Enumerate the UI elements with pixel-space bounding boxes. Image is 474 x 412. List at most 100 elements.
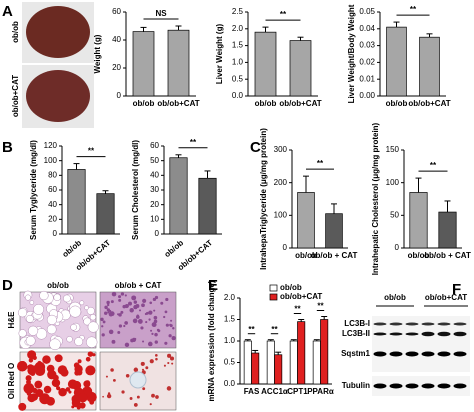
- cell: [154, 340, 158, 344]
- column-label: ob/ob: [47, 281, 69, 290]
- panel-label: F: [452, 281, 461, 298]
- cell: [120, 310, 124, 314]
- x-tick-label: ob/ob: [133, 99, 155, 108]
- bar: [198, 177, 217, 235]
- x-tick-label: ob/ob: [386, 99, 408, 108]
- cell: [151, 322, 157, 328]
- cell: [151, 332, 154, 335]
- liver: [26, 70, 90, 122]
- lipid: [46, 396, 55, 406]
- cell: [18, 329, 27, 338]
- cell: [117, 313, 120, 316]
- cell: [163, 315, 166, 319]
- significance: **: [88, 147, 95, 156]
- y-tick-label: 60: [112, 7, 121, 16]
- lipid: [18, 402, 27, 411]
- vessel: [129, 371, 147, 389]
- cell: [83, 317, 92, 326]
- y-tick-label: 20: [48, 214, 57, 223]
- cell: [33, 304, 44, 315]
- cell: [130, 338, 134, 343]
- band: [437, 383, 451, 389]
- x-tick-label: PPARα: [307, 387, 334, 396]
- cell: [154, 332, 158, 337]
- lipid: [155, 354, 158, 357]
- bar: [243, 340, 252, 385]
- cell: [152, 297, 157, 302]
- band: [421, 331, 435, 337]
- he-image: [99, 291, 177, 349]
- cell: [108, 309, 112, 313]
- blot: [372, 376, 470, 396]
- lipid: [78, 392, 88, 403]
- band: [405, 332, 419, 336]
- cell: [66, 336, 73, 343]
- lipid: [85, 356, 91, 362]
- cell: [124, 342, 130, 348]
- y-tick-label: 200: [274, 178, 288, 187]
- cell: [145, 311, 149, 315]
- cell: [133, 337, 137, 341]
- lipid: [65, 387, 71, 392]
- lipid: [105, 375, 108, 378]
- cell: [46, 314, 57, 325]
- cell: [153, 309, 156, 312]
- y-tick-label: 150: [386, 145, 400, 154]
- lipid: [112, 378, 116, 382]
- y-tick-label: 2.0: [224, 293, 236, 302]
- cell: [142, 340, 145, 343]
- cell: [129, 308, 134, 313]
- bar: [96, 193, 115, 235]
- cell: [145, 321, 148, 324]
- cell: [132, 318, 138, 324]
- lipid: [43, 385, 52, 394]
- lipid: [106, 393, 112, 399]
- band: [421, 383, 435, 389]
- cell: [117, 331, 121, 334]
- cell: [165, 323, 169, 327]
- y-tick-label: 0.5: [232, 74, 244, 83]
- band: [405, 322, 419, 326]
- legend-swatch: [269, 284, 278, 292]
- liver: [26, 6, 90, 58]
- cell: [106, 303, 110, 307]
- row-label: Oil Red O: [7, 363, 16, 399]
- significance: **: [190, 138, 197, 147]
- cell: [86, 336, 98, 348]
- x-tick-label: ob/ob: [295, 251, 317, 260]
- lipid: [28, 358, 34, 363]
- cell: [101, 333, 105, 337]
- cell: [137, 319, 143, 324]
- cell: [172, 327, 175, 330]
- lipid: [83, 387, 87, 391]
- column-label: ob/ob + CAT: [115, 281, 162, 290]
- cell: [118, 295, 122, 299]
- bar: [254, 31, 277, 97]
- y-tick-label: 30: [150, 185, 159, 194]
- y-tick-label: 0.01: [359, 74, 375, 83]
- significance: NS: [155, 9, 167, 18]
- x-tick-label: ob/ob: [61, 238, 84, 259]
- lipid: [58, 387, 67, 397]
- y-axis-label: Serum Cholesterol (mg/dl): [131, 140, 140, 240]
- band: [421, 322, 435, 326]
- cell: [150, 329, 153, 332]
- cell: [25, 314, 34, 323]
- bar: [289, 40, 312, 97]
- lipid: [27, 379, 31, 383]
- lipid: [136, 395, 140, 399]
- bar: [438, 211, 457, 249]
- lipid: [51, 378, 61, 388]
- lipid: [133, 403, 138, 407]
- x-tick-label: CPT1: [287, 387, 308, 396]
- significance: **: [248, 325, 255, 334]
- cell: [153, 319, 158, 324]
- band: [437, 351, 451, 357]
- lipid: [67, 379, 78, 389]
- legend-label: ob/ob: [280, 283, 302, 292]
- lipid: [166, 386, 172, 391]
- lipid: [129, 397, 133, 400]
- x-tick-label: ob/ob: [163, 238, 186, 259]
- y-axis-label: Liver Weight/Body Weight: [347, 4, 356, 103]
